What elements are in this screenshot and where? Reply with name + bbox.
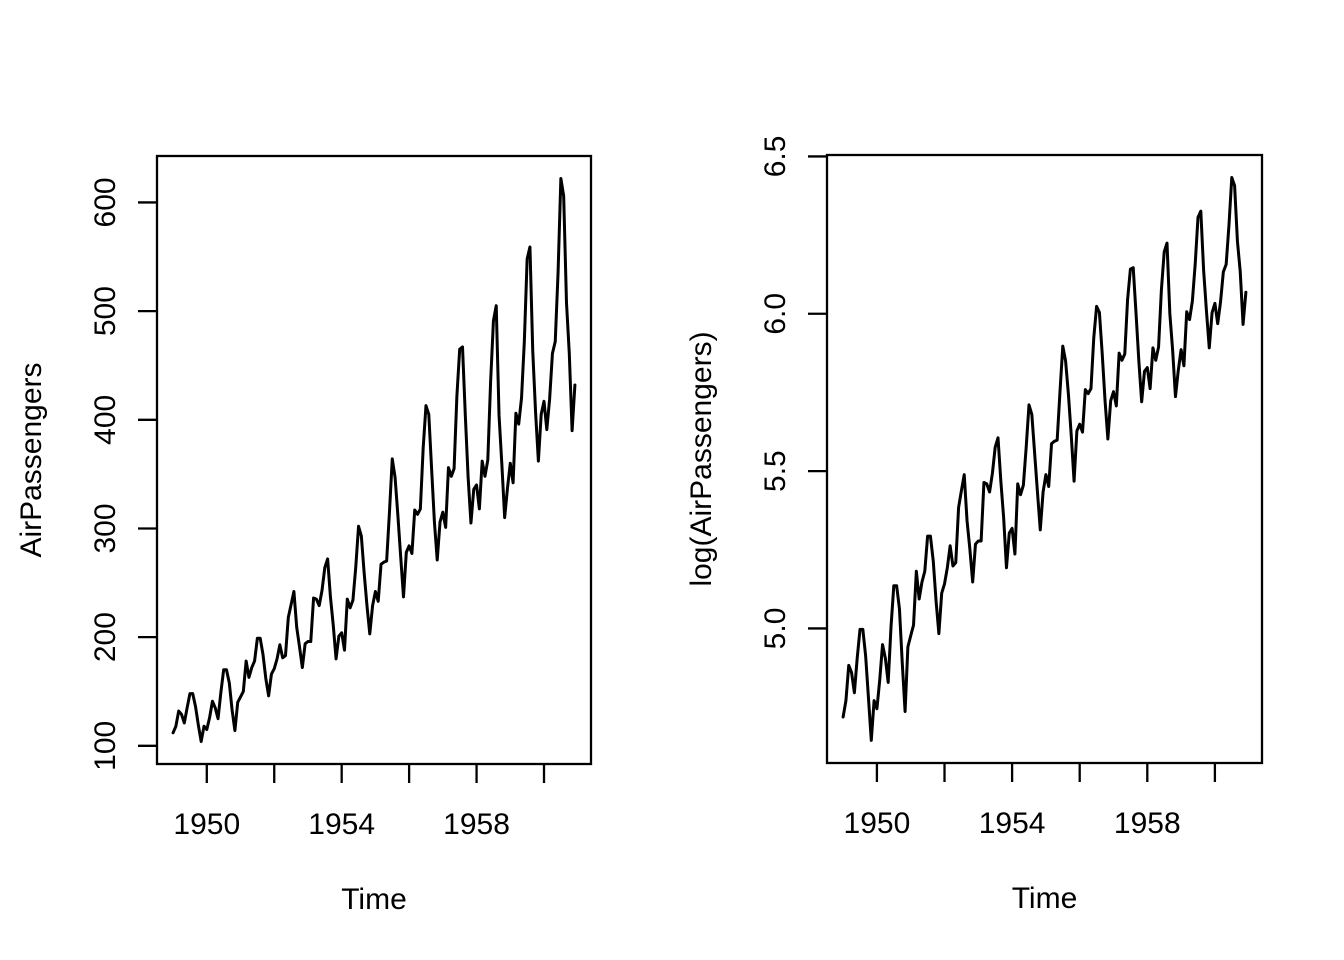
y-axis-title: AirPassengers <box>15 362 48 557</box>
airpassengers-panel: 1950 1954 1958 100 200 300 400 500 600 Time AirPas… <box>15 154 593 916</box>
series-line <box>171 177 577 743</box>
x-tick-label: 1958 <box>1114 807 1181 840</box>
y-axis-title: log(AirPassengers) <box>685 331 718 586</box>
y-tick-label: 6.0 <box>759 293 792 335</box>
x-tick-label: 1950 <box>844 807 911 840</box>
y-tick-label: 5.5 <box>759 450 792 492</box>
y-tick-label: 100 <box>89 721 122 771</box>
y-tick-label: 500 <box>89 286 122 336</box>
log-airpassengers-panel: 1950 1954 1958 5.0 5.5 6.0 6.5 Time log(AirPasse… <box>685 136 1264 915</box>
y-tick-label: 5.0 <box>759 608 792 650</box>
plot-frame <box>155 154 593 766</box>
x-tick-label: 1954 <box>308 808 375 841</box>
x-axis-title: Time <box>341 883 407 916</box>
x-axis-title: Time <box>1012 882 1078 915</box>
y-tick-label: 300 <box>89 503 122 553</box>
y-tick-label: 6.5 <box>759 136 792 178</box>
series-line <box>841 176 1248 742</box>
x-tick-label: 1954 <box>979 807 1046 840</box>
y-tick-label: 400 <box>89 395 122 445</box>
x-tick-label: 1958 <box>443 808 510 841</box>
plot-frame <box>825 153 1264 765</box>
y-tick-label: 200 <box>89 612 122 662</box>
y-tick-label: 600 <box>89 177 122 227</box>
x-tick-label: 1950 <box>173 808 240 841</box>
